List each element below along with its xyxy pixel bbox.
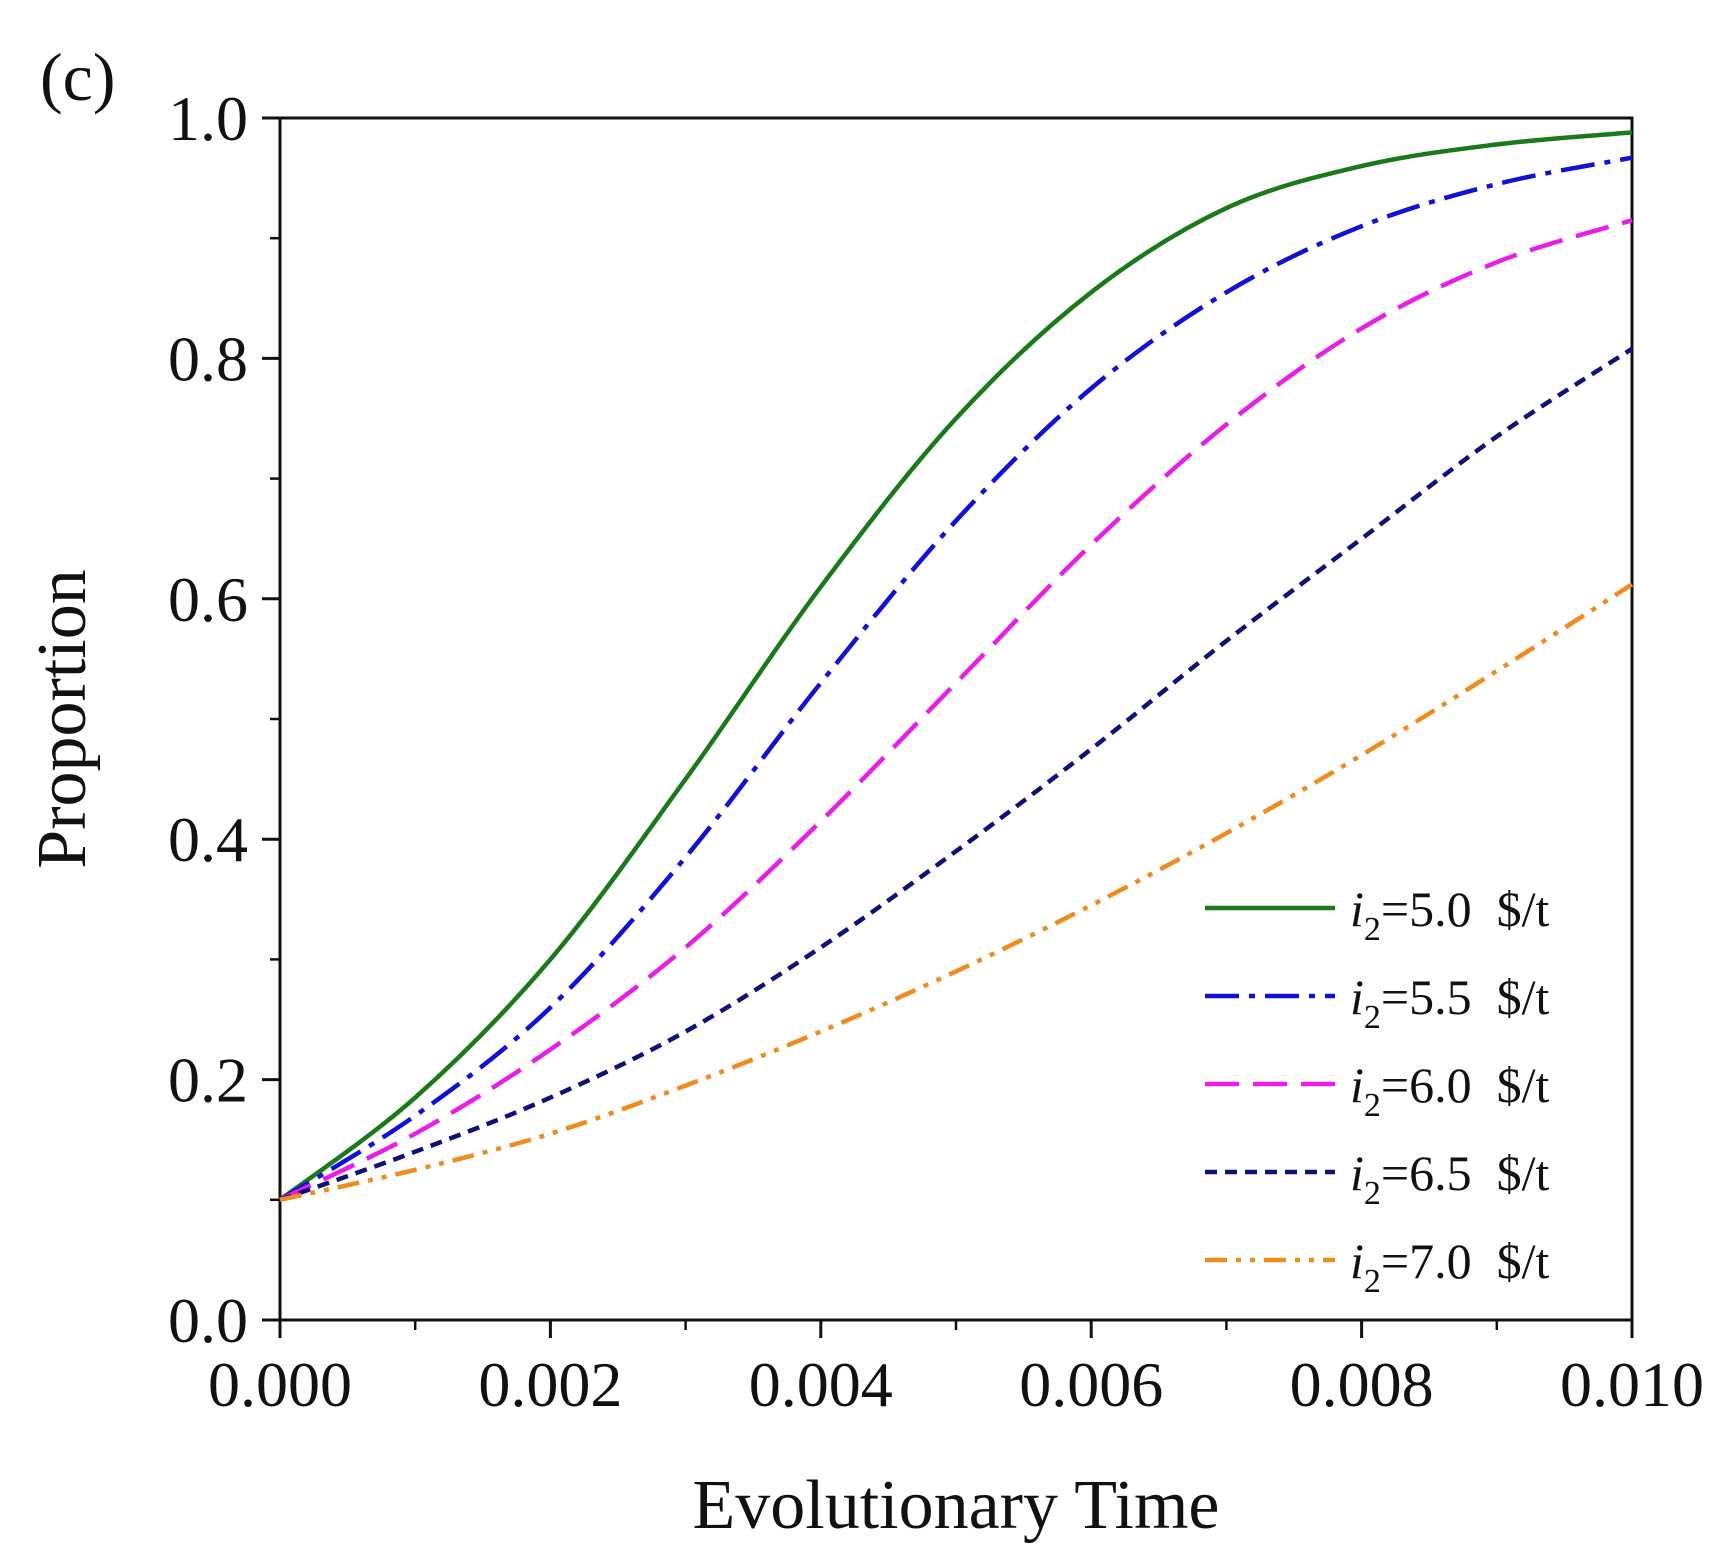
legend-label-5: i2=7.0 $/t (1350, 1233, 1549, 1300)
x-tick-label: 0.004 (749, 1349, 893, 1420)
x-axis-title: Evolutionary Time (693, 1467, 1220, 1544)
series-line-1 (278, 130, 1633, 1202)
y-tick-label: 0.0 (168, 1285, 248, 1356)
y-axis-title: Proportion (24, 569, 101, 868)
x-tick-label: 0.002 (478, 1349, 622, 1420)
y-tick-label: 0.8 (168, 323, 248, 394)
series-line-2 (278, 155, 1633, 1202)
y-tick-label: 1.0 (168, 83, 248, 154)
x-axis: 0.000 0.002 0.004 0.006 0.008 0.010 (208, 1320, 1704, 1420)
legend-label-1: i2=5.0 $/t (1350, 881, 1549, 948)
series-line-5 (279, 582, 1634, 1202)
y-tick-label: 0.4 (168, 804, 248, 875)
plot-frame (278, 116, 1634, 1322)
x-tick-label: 0.010 (1560, 1349, 1704, 1420)
legend-label-3: i2=6.0 $/t (1350, 1057, 1549, 1124)
x-tick-label: 0.008 (1290, 1349, 1434, 1420)
panel-label: (c) (40, 39, 115, 115)
y-tick-label: 0.6 (168, 564, 248, 635)
series-layer (278, 130, 1634, 1202)
legend-label-4: i2=6.5 $/t (1350, 1145, 1549, 1212)
x-tick-label: 0.000 (208, 1349, 352, 1420)
legend: i2=5.0 $/t i2=5.5 $/t i2=6.0 $/t i2=6.5 $/t… (1205, 881, 1549, 1300)
legend-label-2: i2=5.5 $/t (1350, 969, 1549, 1036)
series-line-4 (279, 346, 1634, 1202)
x-tick-label: 0.006 (1019, 1349, 1163, 1420)
y-tick-label: 0.2 (168, 1045, 248, 1116)
y-axis: 0.0 0.2 0.4 0.6 0.8 1.0 (168, 83, 280, 1356)
series-line-3 (279, 218, 1633, 1202)
